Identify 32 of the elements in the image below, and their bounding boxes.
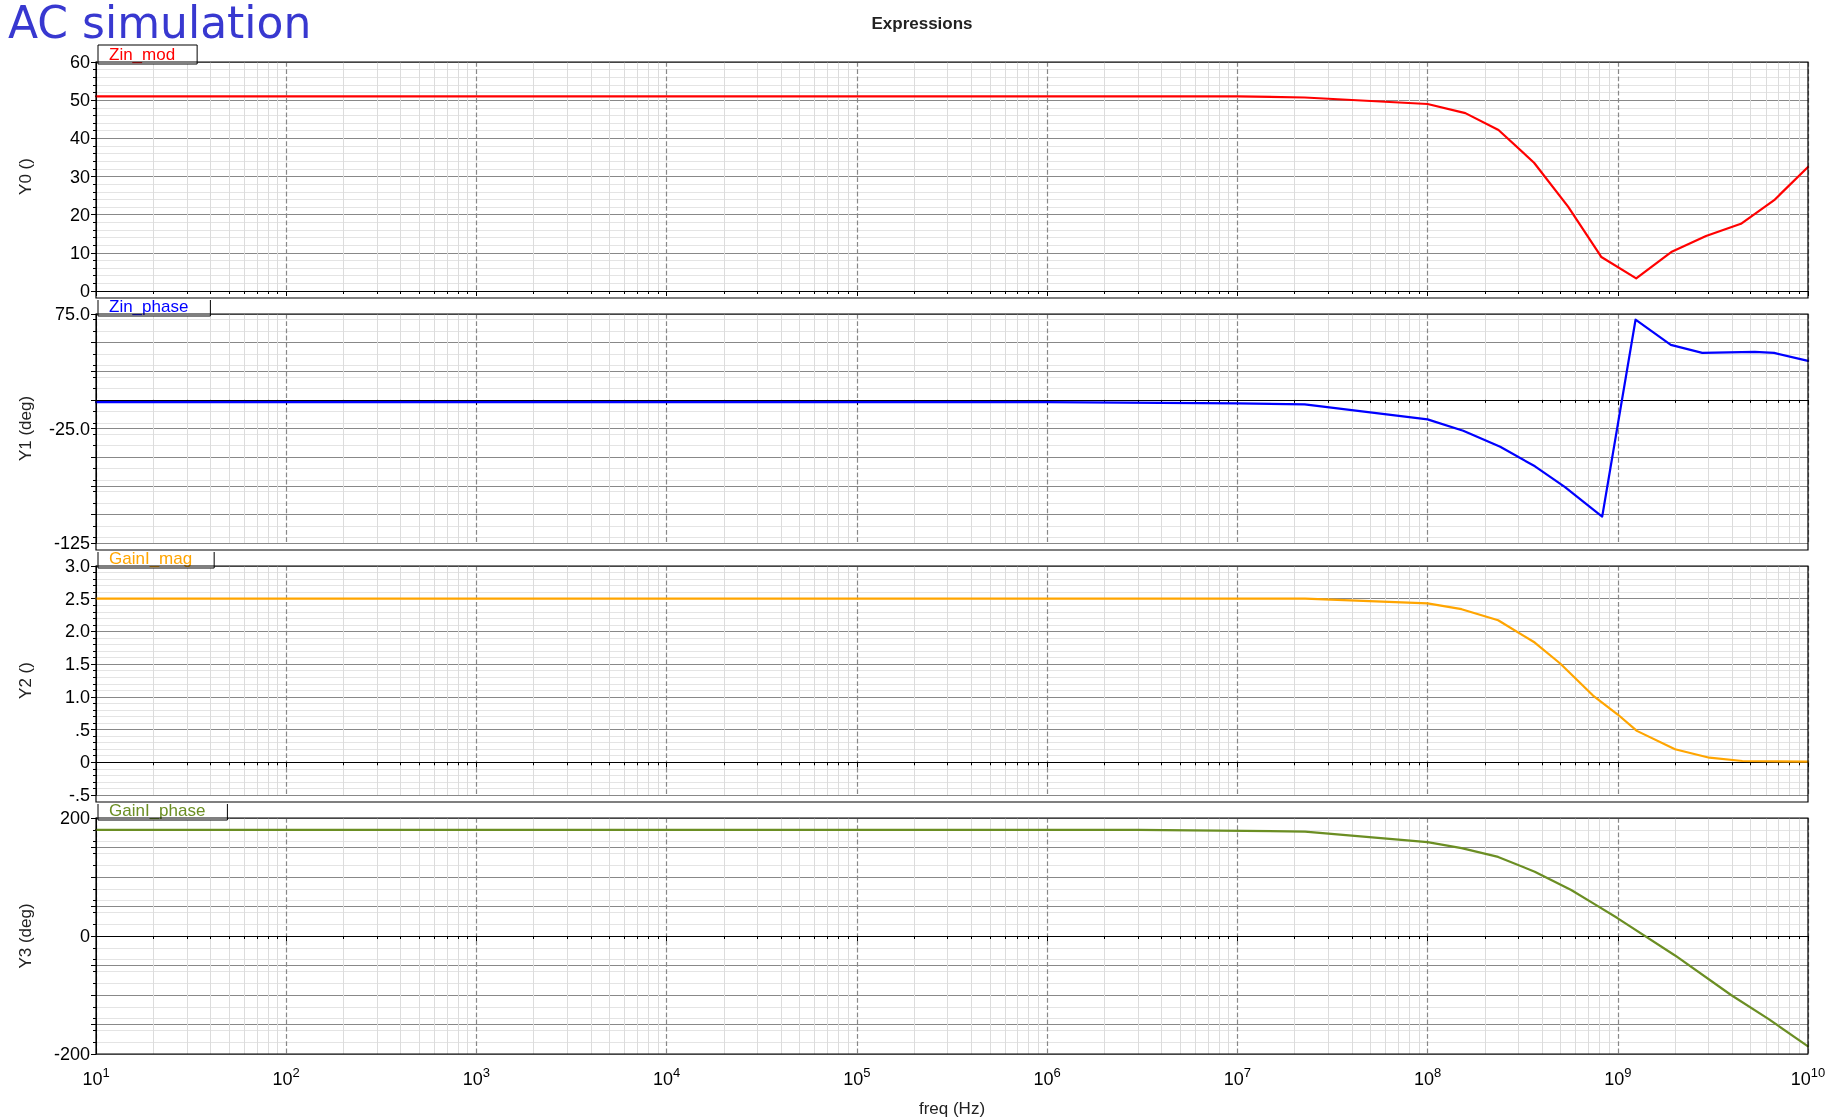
y-tick-label: -.5: [68, 785, 90, 805]
series-label: Zin_mod: [109, 45, 176, 64]
y-tick-label: 0: [79, 281, 90, 301]
series-label: GainI_mag: [109, 549, 193, 568]
y-tick-label: 30: [69, 166, 90, 187]
y-tick-label: -125: [53, 533, 90, 553]
y-tick-label: -25.0: [48, 418, 90, 439]
y-tick-label: .5: [74, 719, 90, 740]
text: Zin_phase: [109, 297, 189, 316]
y-axis-title: Y1 (deg): [16, 395, 35, 462]
y-tick-label: 200: [59, 808, 90, 828]
y-tick-label: 75.0: [54, 304, 90, 324]
series-label: GainI_phase: [109, 801, 206, 820]
y-axis-title: Y0 (): [16, 158, 35, 195]
y-tick-label: 0: [79, 926, 90, 946]
y-tick-label: -200: [53, 1044, 90, 1064]
y-tick-label: 2.0: [64, 621, 90, 642]
y-tick-label: 20: [69, 204, 90, 225]
y-tick-label: 1.0: [64, 686, 90, 707]
y-tick-label: 0: [79, 752, 90, 773]
y-axis-title: Y3 (deg): [16, 903, 35, 969]
chart-title: Expressions: [871, 14, 973, 33]
y-tick-label: 10: [69, 242, 90, 263]
y-tick-label: 40: [69, 128, 90, 149]
y-tick-label: 2.5: [64, 588, 90, 609]
y-tick-label: 1.5: [64, 654, 90, 675]
y-axis-title: Y2 (): [16, 662, 35, 699]
y-tick-label: 50: [69, 90, 90, 111]
y-tick-label: 60: [69, 52, 90, 72]
x-axis-title: freq (Hz): [918, 1099, 986, 1118]
y-tick-label: 3.0: [64, 556, 90, 576]
text: AC simulation: [8, 0, 312, 48]
